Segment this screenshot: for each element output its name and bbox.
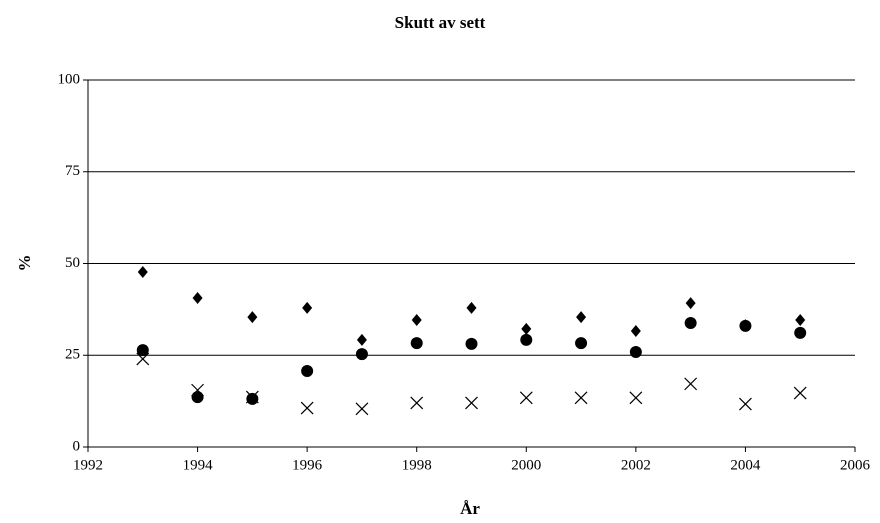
point [191, 383, 204, 397]
x-tick-label: 1992 [73, 457, 103, 473]
y-tick-label: 50 [65, 255, 80, 271]
x-tick-label: 1998 [402, 457, 432, 473]
point [300, 401, 314, 415]
x-axis-title: År [460, 499, 480, 518]
point [685, 297, 696, 310]
point [576, 311, 587, 324]
point [684, 377, 698, 391]
point [301, 365, 314, 378]
y-tick-label: 0 [73, 438, 81, 454]
y-tick-label: 75 [65, 163, 80, 179]
x-tick-label: 2000 [511, 457, 541, 473]
x-tick-label: 1996 [292, 457, 323, 473]
point [794, 326, 807, 339]
point [630, 325, 641, 338]
point [136, 352, 150, 366]
y-axis-title: % [15, 255, 34, 272]
point [684, 316, 697, 329]
point [793, 386, 807, 400]
point [465, 337, 478, 350]
point [629, 391, 643, 405]
point [466, 301, 477, 314]
point [574, 391, 588, 405]
point [629, 345, 642, 358]
point [521, 322, 532, 335]
point [247, 311, 258, 324]
y-tick-label: 100 [58, 71, 81, 87]
x-tick-label: 1994 [183, 457, 214, 473]
point [575, 337, 588, 350]
x-tick-label: 2002 [621, 457, 651, 473]
point [191, 391, 204, 404]
point [245, 390, 259, 404]
point [520, 333, 533, 346]
x-tick-label: 2006 [840, 457, 871, 473]
point [137, 265, 148, 278]
point [739, 397, 752, 411]
point [136, 344, 149, 357]
point [410, 337, 423, 350]
x-tick-label: 2004 [730, 457, 761, 473]
point [739, 319, 752, 332]
point [302, 301, 313, 314]
point [411, 314, 422, 327]
point [246, 392, 259, 405]
point [355, 348, 368, 361]
point [192, 291, 203, 304]
point [519, 391, 533, 405]
point [355, 402, 369, 416]
point [410, 396, 424, 410]
point [795, 314, 806, 327]
point [356, 333, 367, 346]
point [465, 396, 478, 410]
y-tick-label: 25 [65, 347, 80, 363]
chart-title: Skutt av sett [395, 13, 486, 32]
